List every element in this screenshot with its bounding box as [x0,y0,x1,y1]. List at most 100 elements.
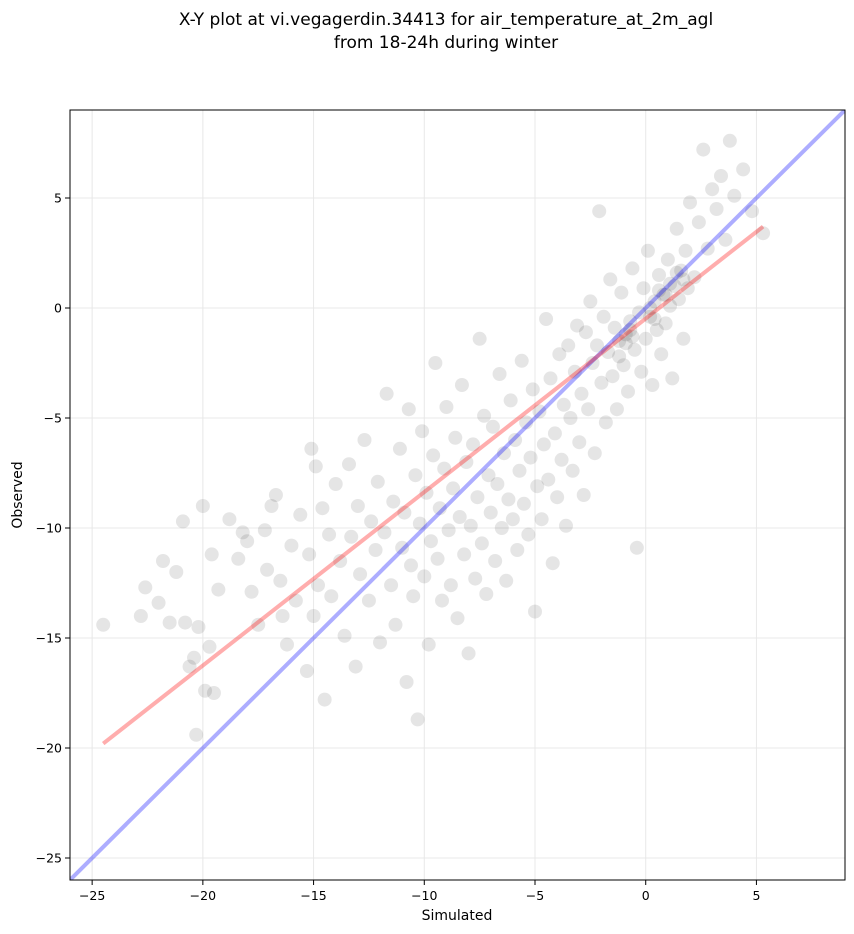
data-point-69 [404,558,418,573]
data-point-89 [448,430,463,445]
data-point-74 [415,424,430,439]
data-point-179 [647,294,662,309]
data-point-214 [625,329,640,344]
data-point-10 [187,650,201,665]
data-point-34 [293,507,308,522]
data-point-196 [687,270,702,285]
data-point-83 [435,593,449,608]
data-point-80 [428,356,443,370]
data-point-73 [412,516,427,531]
data-point-181 [652,268,666,282]
data-point-118 [512,463,527,478]
data-point-185 [660,252,675,267]
data-point-168 [623,314,638,329]
data-point-159 [603,272,618,287]
data-point-164 [614,285,629,300]
data-point-23 [244,584,259,599]
data-point-55 [364,514,379,529]
data-point-18 [211,582,226,597]
data-point-125 [528,604,542,619]
data-point-95 [461,646,476,661]
data-point-33 [288,593,303,608]
data-point-30 [275,609,290,623]
data-point-178 [645,378,660,392]
data-point-197 [691,215,706,230]
data-point-60 [379,386,394,401]
data-point-195 [683,195,697,210]
data-point-158 [601,345,616,359]
data-point-193 [678,243,693,258]
data-point-217 [612,349,627,364]
grid-lines [70,110,845,880]
y-axis-label: Observed [10,461,26,528]
data-point-66 [397,505,412,520]
data-point-43 [322,527,337,542]
data-point-8 [178,615,193,630]
data-point-110 [494,521,509,535]
data-point-115 [505,512,520,527]
data-point-191 [674,263,689,278]
x-axis-label: Simulated [422,908,493,924]
data-point-192 [676,331,691,346]
data-point-87 [443,578,458,593]
data-point-39 [308,459,323,474]
data-point-119 [514,353,529,368]
data-point-210 [623,323,638,337]
data-point-169 [625,261,640,276]
data-point-92 [454,378,469,392]
data-point-32 [284,538,299,553]
data-point-14 [198,683,213,698]
y-tick-label-2: −15 [36,631,62,646]
data-point-194 [680,281,695,296]
data-point-27 [264,499,279,513]
data-point-177 [643,309,658,324]
data-point-62 [386,494,401,509]
data-point-154 [592,204,607,219]
y-tick-label-5: 0 [54,301,62,316]
x-tick-label-4: −5 [526,888,544,903]
data-point-109 [492,367,507,381]
reference-lines [70,110,845,880]
data-point-64 [392,441,407,456]
data-point-172 [632,305,647,320]
data-point-82 [432,501,447,516]
data-point-17 [206,686,221,700]
data-point-3 [151,595,166,610]
data-point-209 [618,336,633,351]
data-point-155 [594,375,609,390]
data-point-104 [481,468,496,483]
data-point-71 [408,468,423,483]
x-tick-label-0: −25 [79,888,105,903]
data-point-166 [618,327,633,342]
data-point-216 [643,301,658,315]
data-point-206 [736,162,751,177]
x-tick-label-3: −10 [411,888,437,903]
y-tick-label-6: 5 [54,191,62,206]
chart-title-line2: from 18-24h during winter [334,33,558,53]
data-point-174 [636,281,651,296]
data-point-202 [714,169,728,183]
data-points [96,133,771,742]
data-point-128 [534,512,549,527]
data-point-13 [195,499,210,513]
data-point-50 [348,659,363,674]
axis-ticks: −25 −20 −15 −10 −5 0 5 −25 −20 −15 −10 −5 0 5 [36,191,761,904]
identity-line [70,110,845,880]
data-point-218 [647,312,662,326]
data-point-57 [370,474,385,489]
data-point-213 [658,287,673,302]
data-point-106 [485,419,500,434]
data-point-127 [532,404,547,419]
regression-line [101,225,765,746]
data-point-9 [182,659,197,674]
data-point-129 [536,437,551,452]
data-point-182 [654,347,669,362]
data-point-68 [401,402,416,417]
data-point-11 [189,727,204,742]
data-point-99 [470,490,485,505]
data-point-111 [497,446,511,461]
data-point-211 [652,283,666,298]
data-point-153 [590,338,604,353]
y-tick-label-3: −10 [36,521,62,536]
data-point-41 [315,501,330,516]
